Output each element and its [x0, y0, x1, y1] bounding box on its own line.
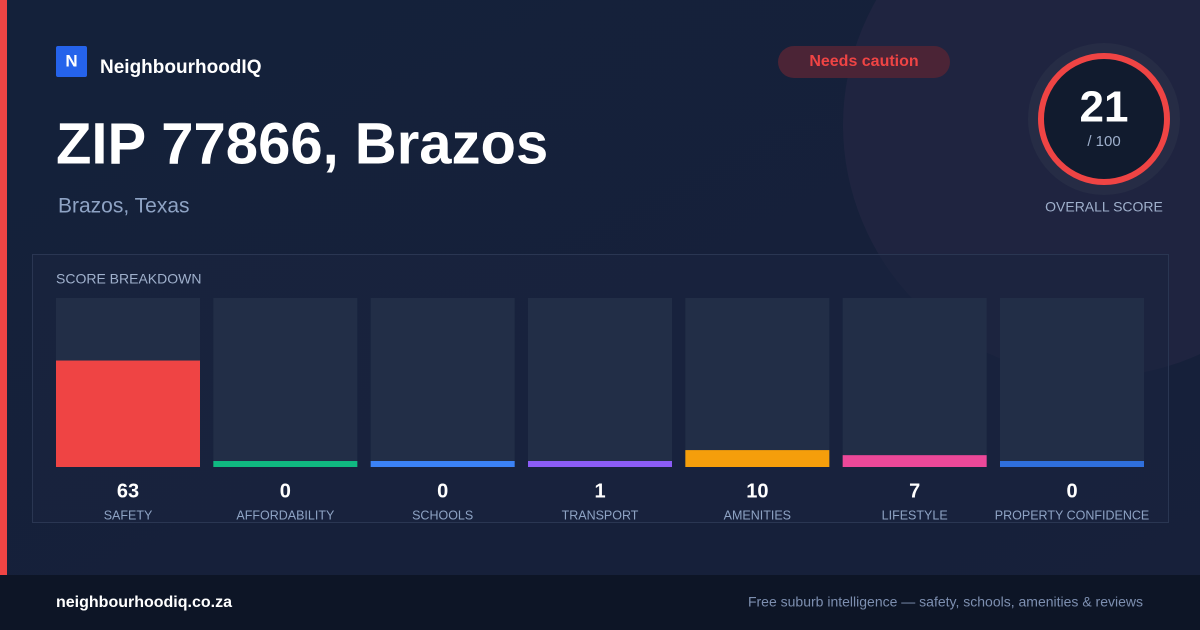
category-label: SAFETY: [104, 508, 153, 522]
bar-track: [685, 298, 830, 467]
footer-tagline: Free suburb intelligence — safety, schoo…: [748, 594, 1143, 610]
bar: [56, 360, 200, 467]
footer: [0, 575, 1200, 630]
bar: [528, 461, 672, 467]
bar: [213, 461, 358, 467]
bar-track: [528, 298, 672, 467]
footer-site: neighbourhoodiq.co.za: [56, 594, 232, 611]
bar-track: [842, 298, 987, 467]
category-label: AFFORDABILITY: [236, 508, 335, 522]
badge-text: Needs caution: [809, 53, 918, 70]
value-label: 1: [594, 480, 605, 502]
category-label: AMENITIES: [724, 508, 791, 522]
value-label: 0: [280, 480, 291, 502]
value-label: 10: [746, 480, 768, 502]
subtitle: Brazos, Texas: [58, 195, 190, 218]
score-out-of: / 100: [1087, 133, 1120, 150]
score-value: 21: [1080, 83, 1129, 132]
bar-track: [370, 298, 515, 467]
logo-letter: N: [65, 51, 77, 70]
category-label: PROPERTY CONFIDENCE: [995, 508, 1149, 522]
value-label: 0: [1066, 480, 1077, 502]
category-label: LIFESTYLE: [882, 508, 948, 522]
bar: [685, 450, 830, 467]
bar: [1000, 461, 1144, 467]
bar-track: [1000, 298, 1144, 467]
brand-name: NeighbourhoodIQ: [100, 57, 261, 78]
score-ring: [1038, 53, 1170, 185]
category-label: SCHOOLS: [412, 508, 473, 522]
value-label: 7: [909, 480, 920, 502]
value-label: 63: [117, 480, 139, 502]
score-label: OVERALL SCORE: [1045, 199, 1163, 215]
title: ZIP 77866, Brazos: [56, 111, 548, 176]
bar: [842, 455, 987, 467]
bar: [370, 461, 515, 467]
logo: [56, 46, 87, 77]
badge: [778, 46, 950, 78]
accent-strip: [0, 0, 7, 575]
category-label: TRANSPORT: [562, 508, 639, 522]
chart-title: SCORE BREAKDOWN: [56, 271, 201, 287]
bar-track: [213, 298, 358, 467]
value-label: 0: [437, 480, 448, 502]
